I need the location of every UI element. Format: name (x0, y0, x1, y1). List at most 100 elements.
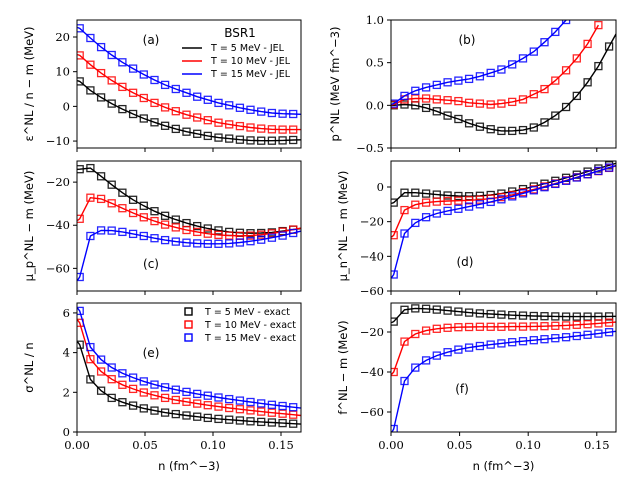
data-point (96, 194, 106, 204)
series-line-t-15-mev (391, 164, 616, 279)
y-tick-label: −20 (46, 175, 70, 189)
data-point (214, 239, 223, 248)
data-point (150, 391, 159, 400)
data-point (432, 324, 441, 333)
y-tick-label: 1.0 (366, 13, 384, 27)
data-point (421, 83, 431, 92)
data-point (604, 163, 614, 172)
data-point (107, 199, 116, 208)
y-tick-label: −20 (360, 325, 384, 339)
data-point (518, 322, 528, 331)
data-point (508, 126, 517, 136)
data-point (267, 108, 277, 118)
series-line-t-5-mev (77, 167, 301, 234)
data-point (139, 70, 148, 79)
data-point (86, 193, 95, 202)
data-point (421, 103, 431, 113)
y-tick-label: 10 (55, 65, 70, 79)
data-point (107, 99, 116, 108)
data-point (486, 125, 495, 134)
data-point (267, 400, 277, 409)
data-point (508, 60, 517, 69)
data-point (139, 114, 148, 123)
data-point (572, 320, 581, 329)
data-point (289, 109, 298, 119)
data-point (182, 238, 191, 247)
legend-entry-label: T = 10 MeV - exact (204, 320, 296, 331)
data-point (150, 98, 159, 108)
data-point (171, 107, 180, 116)
data-point (594, 20, 603, 30)
data-point (86, 375, 95, 384)
plot-area (391, 304, 616, 432)
data-point (182, 225, 191, 235)
data-point (497, 99, 506, 108)
data-point (551, 76, 560, 85)
data-point (225, 239, 234, 248)
data-point (289, 228, 298, 238)
data-point (551, 179, 560, 189)
data-point (443, 306, 452, 315)
data-point (225, 403, 234, 413)
data-point (443, 191, 452, 200)
data-point (594, 319, 603, 328)
axes-frame (390, 19, 617, 149)
data-point (540, 183, 549, 192)
data-point (96, 355, 106, 364)
data-point (225, 394, 234, 404)
data-point (411, 363, 420, 372)
data-point (225, 134, 234, 143)
data-point (400, 376, 409, 386)
data-point (225, 415, 234, 424)
data-point (203, 116, 212, 125)
data-point (561, 20, 571, 25)
data-point (214, 393, 223, 402)
data-point (497, 322, 506, 331)
data-point (86, 33, 95, 43)
data-point (572, 173, 581, 182)
data-point (551, 321, 560, 330)
data-point (96, 42, 106, 52)
data-point (128, 195, 138, 204)
data-point (400, 91, 409, 101)
data-point (421, 213, 431, 222)
y-tick-label: −20 (360, 215, 384, 229)
data-point (443, 96, 452, 105)
data-point (278, 418, 287, 428)
data-point (400, 100, 409, 109)
data-point (604, 328, 614, 337)
panel-d: −60 −40 −20 0 μ_n^NL − m (MeV) (d) (336, 160, 617, 298)
y-tick-label: 0 (63, 425, 70, 439)
y-tick-label: −0.5 (356, 141, 384, 155)
data-point (475, 195, 485, 204)
data-point (486, 340, 495, 349)
data-point (267, 233, 277, 242)
data-point (540, 118, 549, 127)
data-point (171, 215, 180, 224)
data-point (421, 189, 431, 198)
panel-b: −0.5 0.0 0.5 1.0 p^NL (MeV fm^−3) (b) (328, 13, 617, 155)
data-point (497, 195, 506, 204)
data-point (128, 109, 138, 119)
data-point (193, 92, 202, 101)
data-point (139, 93, 148, 103)
data-point (411, 200, 420, 209)
data-point (86, 342, 95, 352)
data-point (475, 309, 485, 318)
x-tick-label: 0.05 (132, 438, 158, 452)
data-point (171, 84, 180, 94)
data-point (583, 330, 592, 339)
legend-entry-label: T = 5 MeV - JEL (210, 43, 285, 54)
data-point (225, 231, 234, 240)
data-point (464, 119, 474, 128)
legend-marker-swatch (184, 333, 193, 342)
data-point (171, 237, 180, 246)
data-point (77, 214, 84, 223)
data-point (497, 126, 506, 136)
data-point (257, 399, 266, 408)
data-point (214, 98, 223, 108)
data-point (214, 402, 223, 411)
data-point (486, 322, 495, 331)
data-point (475, 200, 485, 209)
data-point (235, 103, 245, 112)
